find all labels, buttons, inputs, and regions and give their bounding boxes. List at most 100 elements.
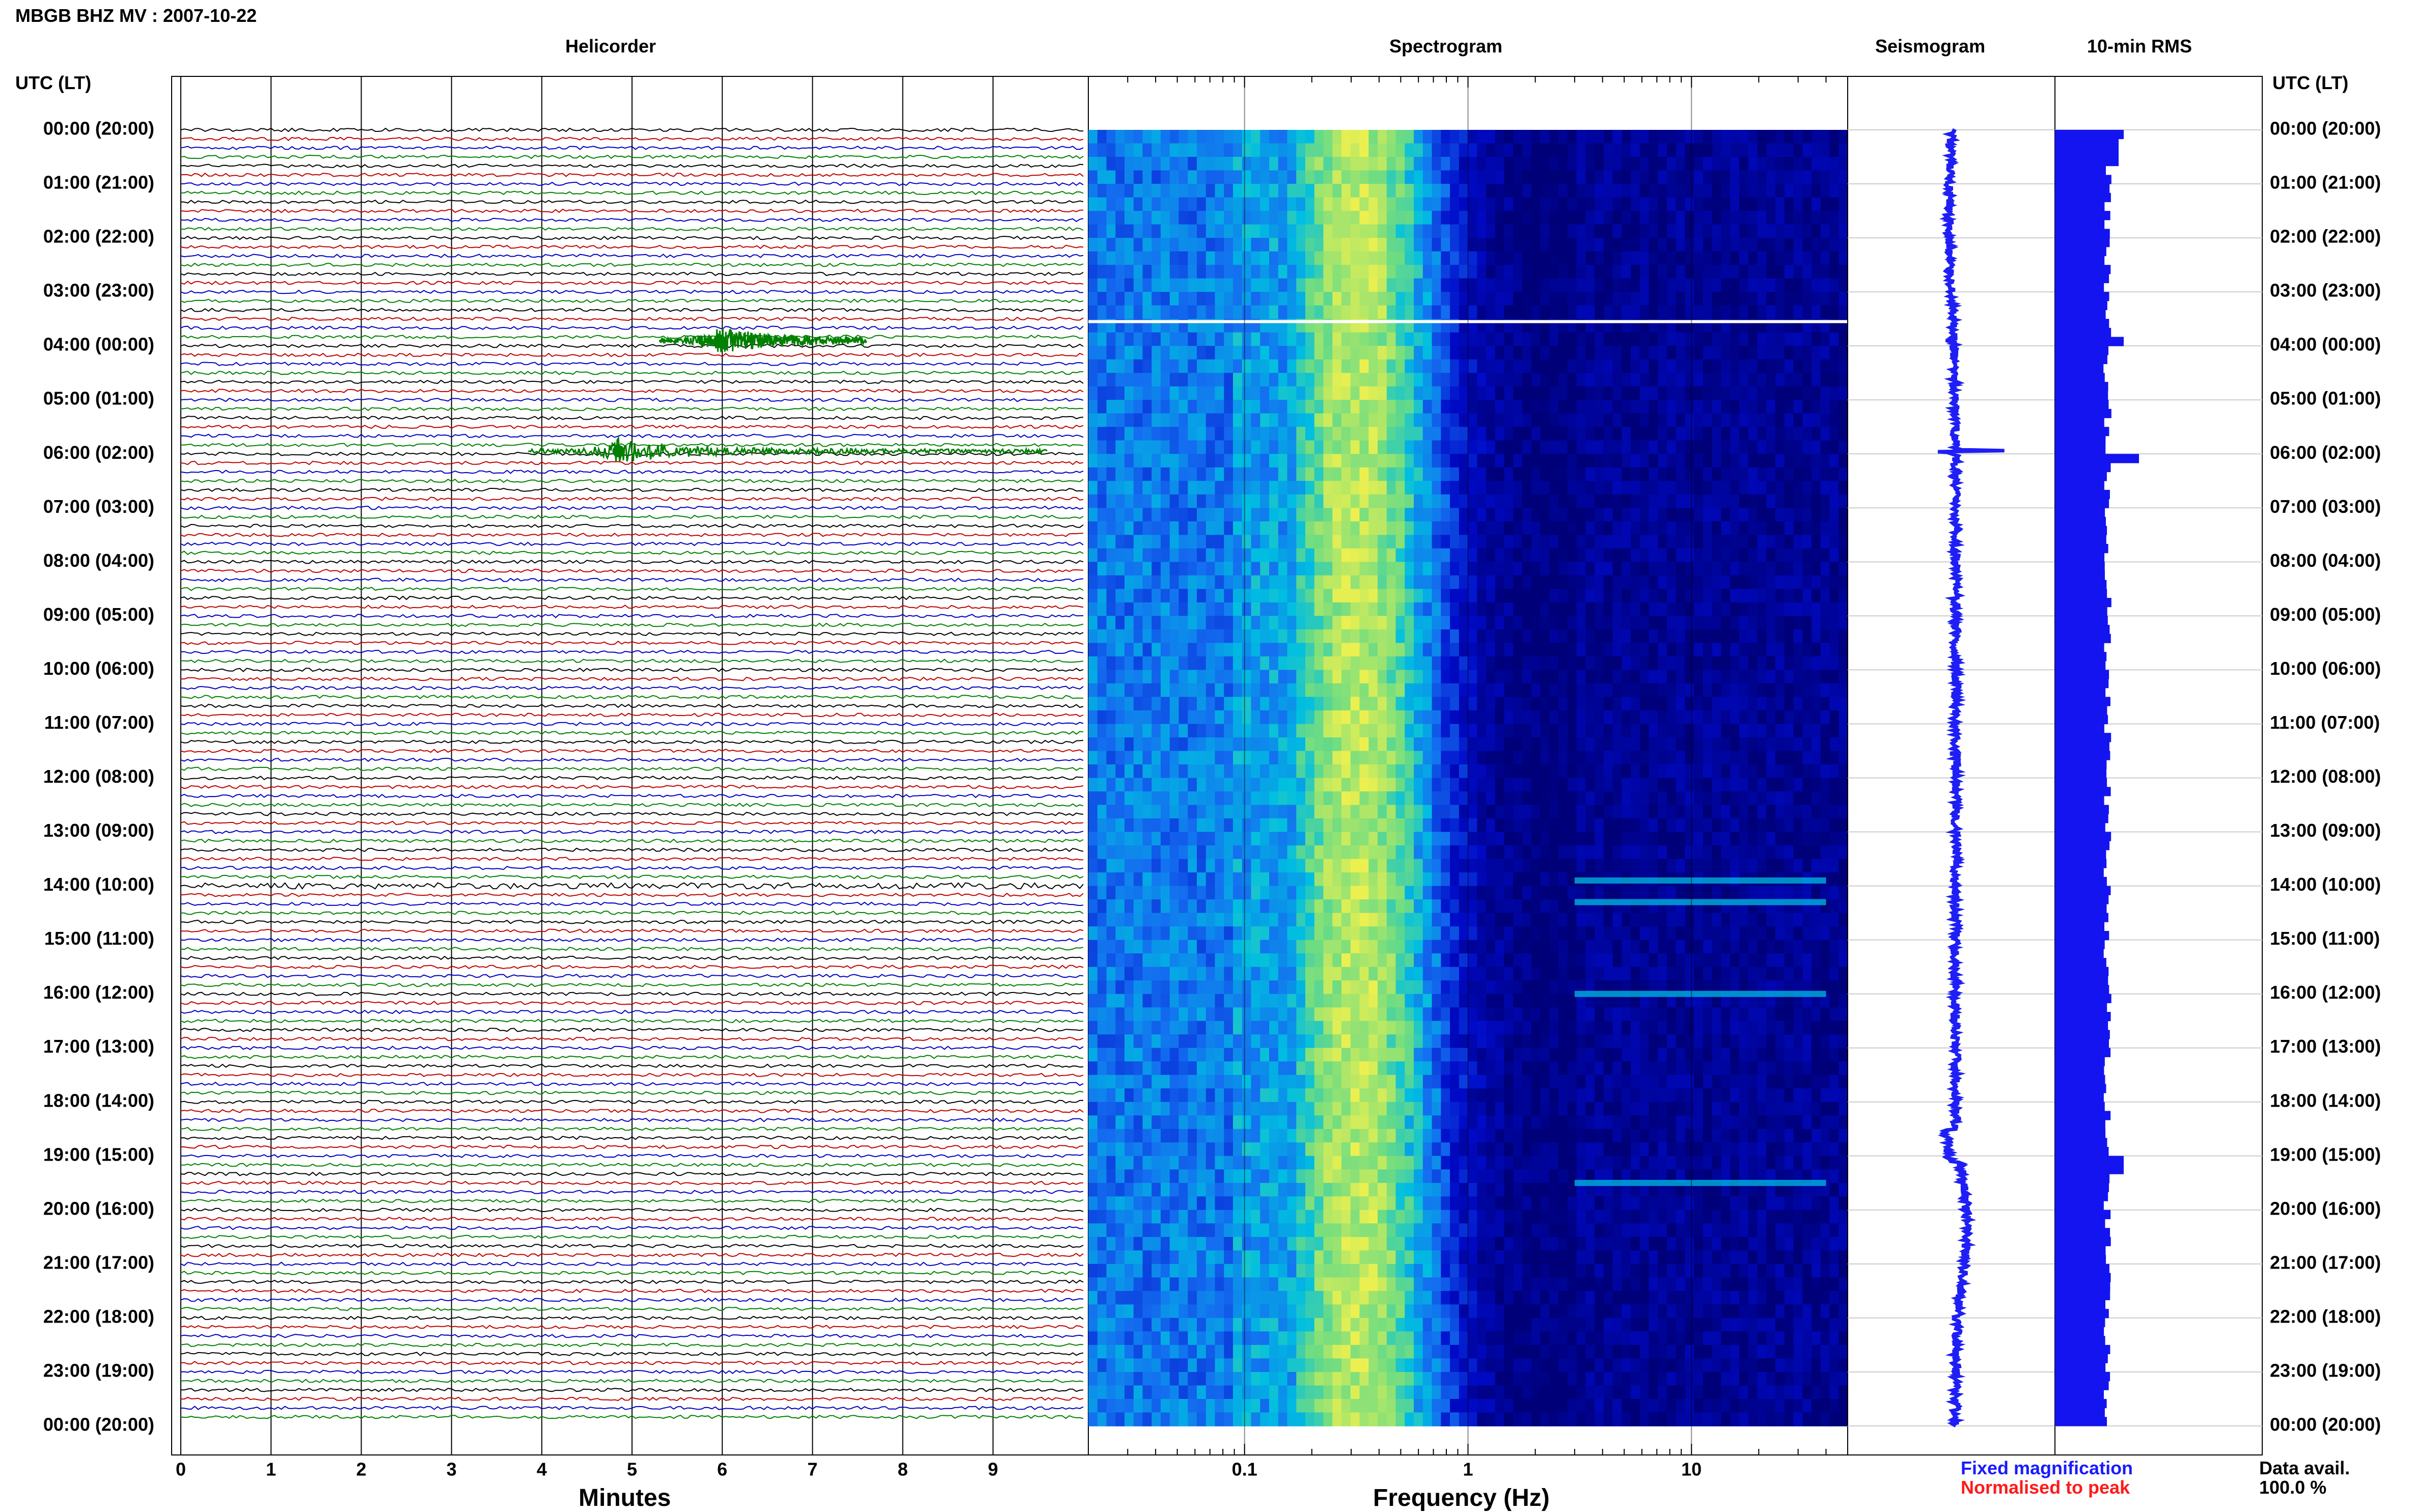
spectrogram-cell	[1170, 171, 1179, 184]
spectrogram-cell	[1441, 198, 1450, 211]
spectrogram-cell	[1161, 872, 1170, 886]
spectrogram-cell	[1775, 144, 1785, 157]
spectrogram-cell	[1667, 454, 1677, 468]
spectrogram-cell	[1115, 130, 1125, 144]
spectrogram-cell	[1766, 521, 1776, 535]
spectrogram-cell	[1378, 697, 1387, 710]
spectrogram-cell	[1233, 454, 1243, 468]
spectrogram-cell	[1387, 306, 1396, 319]
spectrogram-cell	[1595, 710, 1604, 724]
spectrogram-cell	[1685, 602, 1695, 616]
spectrogram-cell	[1206, 252, 1216, 265]
spectrogram-cell	[1088, 468, 1098, 481]
spectrogram-cell	[1577, 427, 1586, 441]
spectrogram-cell	[1486, 481, 1496, 494]
spectrogram-cell	[1766, 360, 1776, 373]
spectrogram-cell	[1143, 643, 1153, 656]
spectrogram-cell	[1595, 265, 1604, 279]
spectrogram-cell	[1351, 535, 1360, 548]
spectrogram-cell	[1098, 279, 1107, 292]
spectrogram-cell	[1785, 225, 1794, 238]
spectrogram-cell	[1748, 225, 1758, 238]
spectrogram-cell	[1676, 157, 1686, 171]
spectrogram-cell	[1170, 589, 1179, 602]
spectrogram-cell	[1387, 562, 1396, 575]
spectrogram-cell	[1486, 508, 1496, 521]
left-time-label: 02:00 (22:00)	[43, 226, 154, 247]
spectrogram-cell	[1341, 886, 1351, 900]
spectrogram-cell	[1134, 697, 1143, 710]
spectrogram-cell	[1278, 400, 1288, 414]
spectrogram-cell	[1495, 481, 1505, 494]
spectrogram-cell	[1441, 171, 1450, 184]
spectrogram-cell	[1405, 279, 1414, 292]
spectrogram-cell	[1577, 198, 1586, 211]
spectrogram-cell	[1206, 886, 1216, 900]
spectrogram-cell	[1296, 724, 1306, 738]
spectrogram-cell	[1387, 697, 1396, 710]
spectrogram-cell	[1558, 832, 1568, 846]
spectrogram-cell	[1278, 468, 1288, 481]
spectrogram-cell	[1522, 333, 1532, 346]
spectrogram-cell	[1785, 751, 1794, 765]
spectrogram-cell	[1549, 184, 1559, 198]
spectrogram-cell	[1423, 724, 1433, 738]
spectrogram-cell	[1414, 643, 1423, 656]
spectrogram-cell	[1541, 778, 1550, 792]
spectrogram-cell	[1613, 683, 1623, 697]
spectrogram-cell	[1640, 508, 1650, 521]
spectrogram-cell	[1640, 548, 1650, 562]
spectrogram-cell	[1703, 724, 1713, 738]
spectrogram-cell	[1115, 468, 1125, 481]
spectrogram-cell	[1531, 670, 1541, 683]
spectrogram-cell	[1739, 144, 1749, 157]
spectrogram-cell	[1486, 805, 1496, 819]
spectrogram-cell	[1676, 616, 1686, 629]
spectrogram-cell	[1098, 292, 1107, 306]
spectrogram-cell	[1631, 845, 1640, 859]
spectrogram-cell	[1613, 144, 1623, 157]
spectrogram-cell	[1640, 589, 1650, 602]
spectrogram-cell	[1558, 427, 1568, 441]
spectrogram-cell	[1694, 454, 1704, 468]
spectrogram-cell	[1459, 481, 1469, 494]
spectrogram-cell	[1794, 859, 1803, 873]
spectrogram-cell	[1260, 481, 1270, 494]
spectrogram-cell	[1802, 562, 1812, 575]
spectrogram-cell	[1839, 427, 1848, 441]
spectrogram-cell	[1387, 130, 1396, 144]
spectrogram-cell	[1730, 737, 1740, 751]
spectrogram-cell	[1368, 130, 1378, 144]
spectrogram-cell	[1143, 683, 1153, 697]
spectrogram-cell	[1224, 360, 1233, 373]
spectrogram-cell	[1802, 481, 1812, 494]
spectrogram-cell	[1450, 521, 1460, 535]
spectrogram-cell	[1459, 387, 1469, 400]
spectrogram-cell	[1341, 387, 1351, 400]
spectrogram-cell	[1794, 211, 1803, 225]
spectrogram-cell	[1197, 306, 1206, 319]
spectrogram-cell	[1775, 670, 1785, 683]
left-time-label: 18:00 (14:00)	[43, 1090, 154, 1111]
spectrogram-cell	[1730, 643, 1740, 656]
spectrogram-cell	[1179, 144, 1189, 157]
spectrogram-cell	[1504, 157, 1514, 171]
spectrogram-cell	[1368, 171, 1378, 184]
spectrogram-cell	[1387, 346, 1396, 360]
spectrogram-cell	[1504, 508, 1514, 521]
spectrogram-cell	[1802, 441, 1812, 454]
spectrogram-cell	[1541, 751, 1550, 765]
spectrogram-cell	[1812, 643, 1821, 656]
spectrogram-cell	[1296, 238, 1306, 252]
spectrogram-cell	[1233, 548, 1243, 562]
spectrogram-cell	[1124, 198, 1134, 211]
spectrogram-cell	[1450, 400, 1460, 414]
spectrogram-cell	[1667, 252, 1677, 265]
spectrogram-cell	[1676, 346, 1686, 360]
spectrogram-cell	[1269, 845, 1279, 859]
spectrogram-cell	[1124, 616, 1134, 629]
spectrogram-cell	[1324, 670, 1333, 683]
spectrogram-cell	[1613, 238, 1623, 252]
spectrogram-cell	[1151, 387, 1161, 400]
spectrogram-cell	[1378, 292, 1387, 306]
